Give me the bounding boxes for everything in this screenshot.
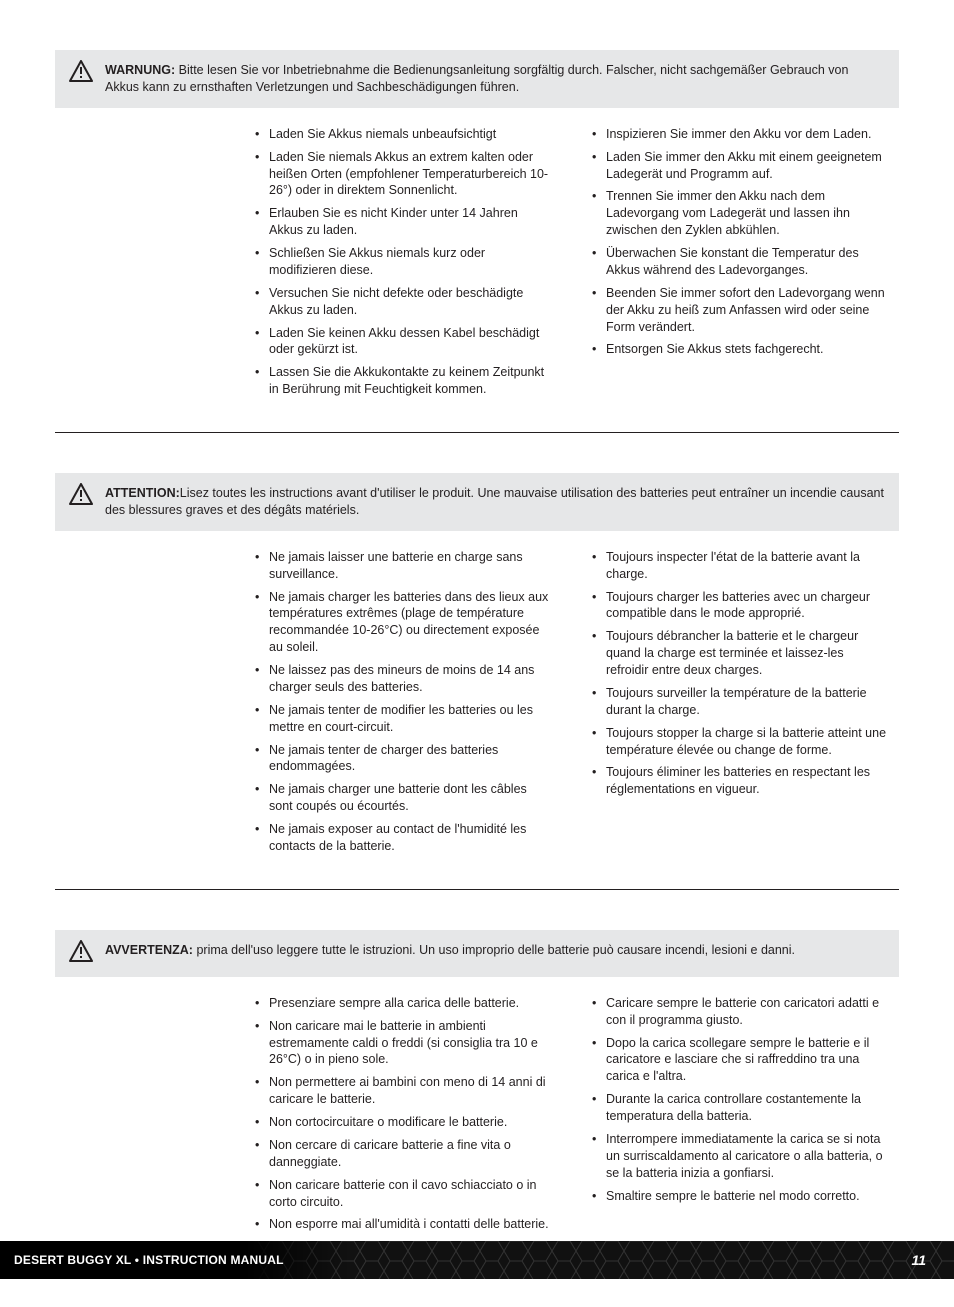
section-divider xyxy=(55,432,899,433)
warning-text: AVVERTENZA: prima dell'uso leggere tutte… xyxy=(105,942,795,959)
list-item: Lassen Sie die Akkukontakte zu keinem Ze… xyxy=(255,364,552,398)
warning-box: AVVERTENZA: prima dell'uso leggere tutte… xyxy=(55,930,899,977)
list-column-left: Laden Sie Akkus niemals unbeaufsichtigt L… xyxy=(255,126,552,404)
list-item: Ne laissez pas des mineurs de moins de 1… xyxy=(255,662,552,696)
warning-icon xyxy=(69,940,93,965)
list-item: Toujours débrancher la batterie et le ch… xyxy=(592,628,889,679)
list-item: Ne jamais laisser une batterie en charge… xyxy=(255,549,552,583)
page: WARNUNG: Bitte lesen Sie vor Inbetriebna… xyxy=(0,0,954,1279)
list-item: Caricare sempre le batterie con caricato… xyxy=(592,995,889,1029)
list-item: Non caricare batterie con il cavo schiac… xyxy=(255,1177,552,1211)
list-item: Non esporre mai all'umidità i contatti d… xyxy=(255,1216,552,1233)
list-item: Toujours éliminer les batteries en respe… xyxy=(592,764,889,798)
page-footer: DESERT BUGGY XL • INSTRUCTION MANUAL 11 xyxy=(0,1241,954,1279)
list-column-right: Inspizieren Sie immer den Akku vor dem L… xyxy=(592,126,889,404)
list-item: Entsorgen Sie Akkus stets fachgerecht. xyxy=(592,341,889,358)
list-item: Trennen Sie immer den Akku nach dem Lade… xyxy=(592,188,889,239)
list-column-left: Presenziare sempre alla carica delle bat… xyxy=(255,995,552,1279)
list-item: Ne jamais exposer au contact de l'humidi… xyxy=(255,821,552,855)
warning-body: Lisez toutes les instructions avant d'ut… xyxy=(105,486,884,517)
footer-title: DESERT BUGGY XL • INSTRUCTION MANUAL xyxy=(14,1253,284,1267)
list-item: Non cercare di caricare batterie a fine … xyxy=(255,1137,552,1171)
warning-body: prima dell'uso leggere tutte le istruzio… xyxy=(196,943,795,957)
list-item: Ne jamais tenter de charger des batterie… xyxy=(255,742,552,776)
list-column-right: Toujours inspecter l'état de la batterie… xyxy=(592,549,889,861)
list-item: Toujours charger les batteries avec un c… xyxy=(592,589,889,623)
warning-text: WARNUNG: Bitte lesen Sie vor Inbetriebna… xyxy=(105,62,885,96)
section-divider xyxy=(55,889,899,890)
warning-lists: Laden Sie Akkus niemals unbeaufsichtigt L… xyxy=(55,126,899,404)
list-item: Toujours stopper la charge si la batteri… xyxy=(592,725,889,759)
list-item: Durante la carica controllare costanteme… xyxy=(592,1091,889,1125)
warning-body: Bitte lesen Sie vor Inbetriebnahme die B… xyxy=(105,63,848,94)
list-item: Laden Sie keinen Akku dessen Kabel besch… xyxy=(255,325,552,359)
warning-text: ATTENTION:Lisez toutes les instructions … xyxy=(105,485,885,519)
warning-icon xyxy=(69,483,93,508)
list-item: Non permettere ai bambini con meno di 14… xyxy=(255,1074,552,1108)
warning-lists: Ne jamais laisser une batterie en charge… xyxy=(55,549,899,861)
list-item: Ne jamais charger les batteries dans des… xyxy=(255,589,552,657)
list-item: Ne jamais charger une batterie dont les … xyxy=(255,781,552,815)
list-item: Interrompere immediatamente la carica se… xyxy=(592,1131,889,1182)
list-item: Smaltire sempre le batterie nel modo cor… xyxy=(592,1188,889,1205)
warning-box: ATTENTION:Lisez toutes les instructions … xyxy=(55,473,899,531)
warning-label: WARNUNG: xyxy=(105,63,175,77)
footer-page-number: 11 xyxy=(911,1252,926,1268)
list-item: Dopo la carica scollegare sempre le batt… xyxy=(592,1035,889,1086)
list-item: Ne jamais tenter de modifier les batteri… xyxy=(255,702,552,736)
list-item: Inspizieren Sie immer den Akku vor dem L… xyxy=(592,126,889,143)
list-item: Schließen Sie Akkus niemals kurz oder mo… xyxy=(255,245,552,279)
list-item: Presenziare sempre alla carica delle bat… xyxy=(255,995,552,1012)
list-item: Versuchen Sie nicht defekte oder beschäd… xyxy=(255,285,552,319)
warning-label: ATTENTION: xyxy=(105,486,180,500)
list-column-right: Caricare sempre le batterie con caricato… xyxy=(592,995,889,1279)
warning-lists: Presenziare sempre alla carica delle bat… xyxy=(55,995,899,1279)
list-item: Erlauben Sie es nicht Kinder unter 14 Ja… xyxy=(255,205,552,239)
list-item: Laden Sie Akkus niemals unbeaufsichtigt xyxy=(255,126,552,143)
list-column-left: Ne jamais laisser une batterie en charge… xyxy=(255,549,552,861)
warning-icon xyxy=(69,60,93,85)
list-item: Überwachen Sie konstant die Temperatur d… xyxy=(592,245,889,279)
list-item: Beenden Sie immer sofort den Ladevorgang… xyxy=(592,285,889,336)
list-item: Toujours inspecter l'état de la batterie… xyxy=(592,549,889,583)
warning-box: WARNUNG: Bitte lesen Sie vor Inbetriebna… xyxy=(55,50,899,108)
list-item: Non caricare mai le batterie in ambienti… xyxy=(255,1018,552,1069)
warning-label: AVVERTENZA: xyxy=(105,943,193,957)
list-item: Laden Sie niemals Akkus an extrem kalten… xyxy=(255,149,552,200)
list-item: Toujours surveiller la température de la… xyxy=(592,685,889,719)
list-item: Non cortocircuitare o modificare le batt… xyxy=(255,1114,552,1131)
list-item: Laden Sie immer den Akku mit einem geeig… xyxy=(592,149,889,183)
